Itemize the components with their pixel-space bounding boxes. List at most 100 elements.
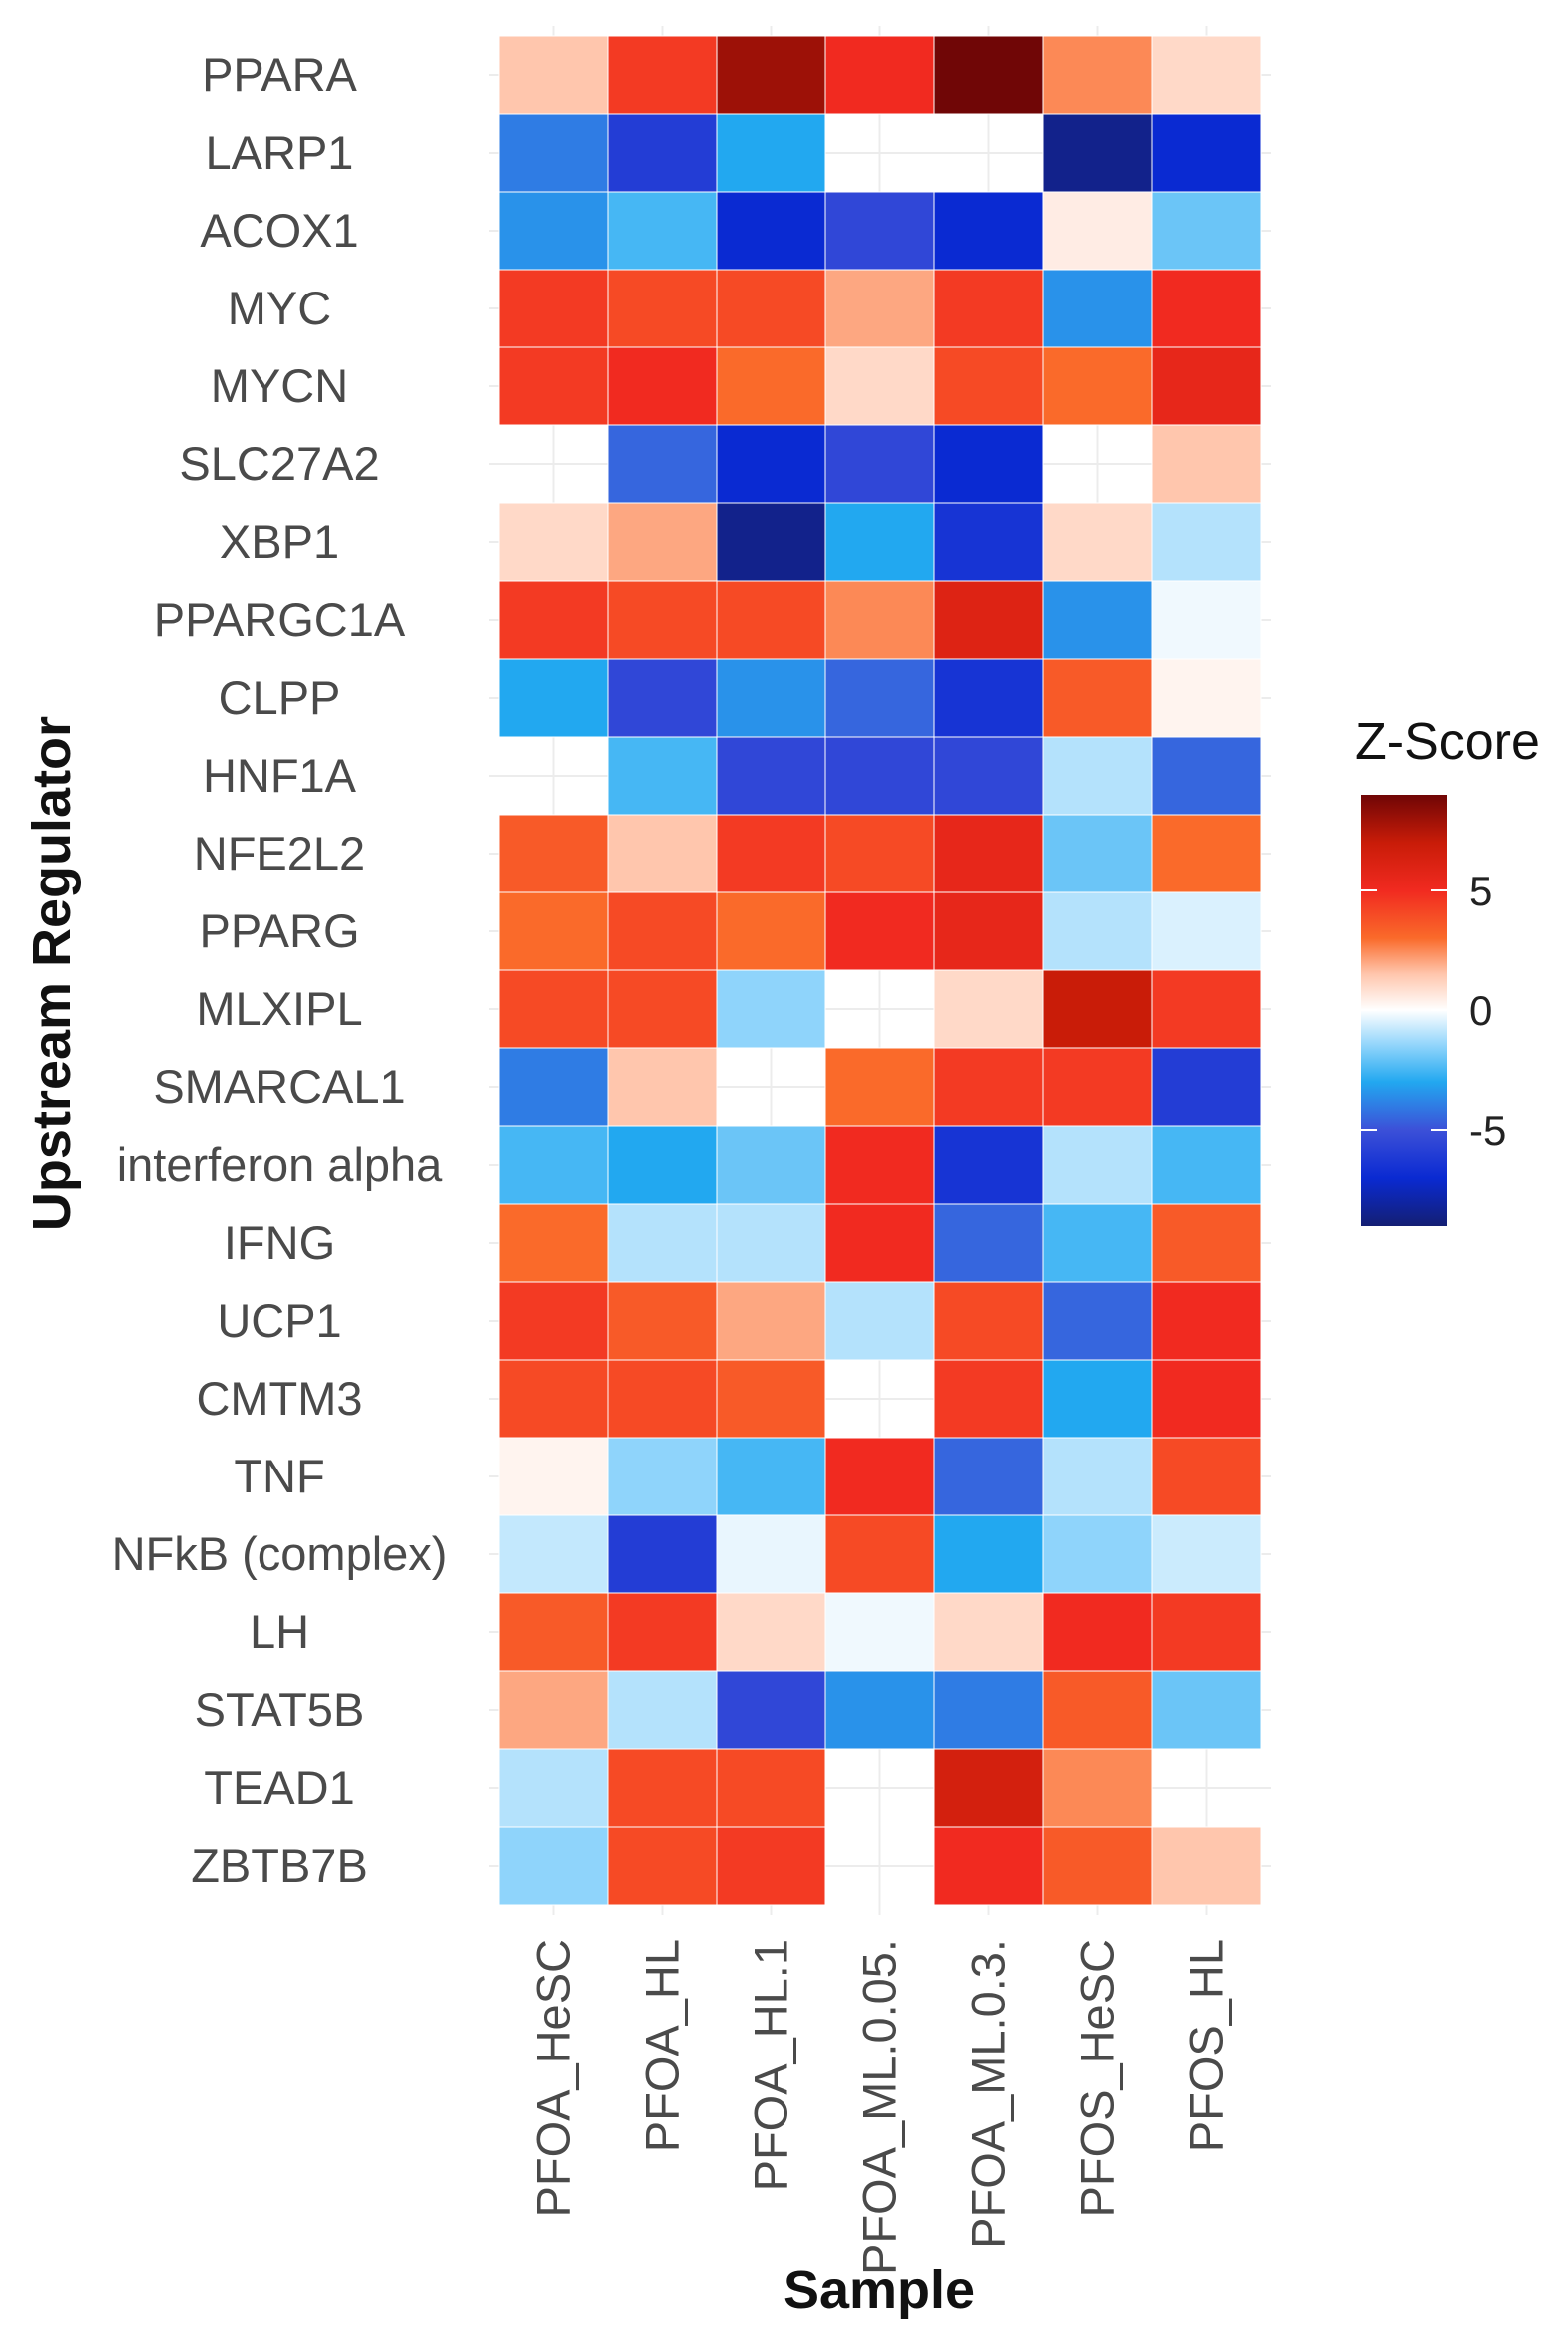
row-label: XBP1 — [220, 515, 339, 568]
heatmap-cell — [824, 814, 935, 893]
heatmap-cell — [824, 1047, 935, 1127]
legend-tick-label: 0 — [1469, 987, 1492, 1034]
heatmap-cell — [607, 580, 718, 660]
heatmap-cell — [1042, 1670, 1153, 1750]
column-label: PFOA_HeSC — [527, 1939, 580, 2217]
heatmap-cell — [1042, 346, 1153, 426]
heatmap-cell — [1151, 502, 1262, 582]
heatmap-cell — [933, 1203, 1044, 1283]
heatmap-cell — [607, 1514, 718, 1594]
heatmap-cell — [498, 1047, 609, 1127]
row-label: MYCN — [211, 359, 348, 412]
heatmap-cell — [824, 502, 935, 582]
row-label: IFNG — [224, 1216, 335, 1269]
heatmap-cell — [498, 1359, 609, 1439]
heatmap-cell — [933, 1748, 1044, 1828]
heatmap-cell — [1151, 1826, 1262, 1906]
heatmap-cell — [1042, 1203, 1153, 1283]
heatmap-cell — [933, 269, 1044, 348]
heatmap-cell — [607, 1826, 718, 1906]
heatmap-cell — [1042, 1826, 1153, 1906]
heatmap-cell — [824, 1203, 935, 1283]
heatmap-cell — [1151, 1125, 1262, 1205]
heatmap-cell — [716, 502, 826, 582]
heatmap-cell — [716, 1437, 826, 1516]
heatmap-cell — [933, 191, 1044, 271]
heatmap-cell — [824, 1670, 935, 1750]
heatmap-cell — [1042, 113, 1153, 193]
column-label: PFOA_ML.0.05. — [853, 1939, 906, 2275]
row-label: CMTM3 — [196, 1372, 362, 1425]
heatmap-cell — [933, 969, 1044, 1049]
heatmap-cell — [824, 736, 935, 816]
heatmap-cell — [607, 1203, 718, 1283]
y-axis-title: Upstream Regulator — [22, 716, 82, 1231]
heatmap-cell — [607, 1125, 718, 1205]
heatmap-cell — [498, 502, 609, 582]
heatmap-cell — [607, 814, 718, 893]
heatmap-cell — [1042, 580, 1153, 660]
row-label: SMARCAL1 — [153, 1060, 405, 1113]
legend: Z-Score 5 0 -5 — [1355, 713, 1540, 1226]
heatmap-cell — [824, 191, 935, 271]
heatmap-cell — [607, 969, 718, 1049]
heatmap-cell — [498, 1437, 609, 1516]
heatmap-cell — [1042, 191, 1153, 271]
heatmap-cell — [716, 969, 826, 1049]
heatmap-cell — [498, 35, 609, 115]
heatmap-cell — [1151, 1047, 1262, 1127]
heatmap-cell — [607, 1437, 718, 1516]
heatmap-cell — [1151, 1359, 1262, 1439]
heatmap-cell — [607, 269, 718, 348]
column-label: PFOA_ML.0.3. — [962, 1939, 1015, 2249]
legend-title: Z-Score — [1355, 713, 1540, 771]
heatmap-cell — [607, 658, 718, 738]
heatmap-cell — [1151, 1203, 1262, 1283]
heatmap-cell — [716, 35, 826, 115]
heatmap-cell — [933, 1670, 1044, 1750]
row-label: TEAD1 — [204, 1761, 355, 1814]
column-label: PFOA_HL.1 — [745, 1939, 797, 2191]
heatmap-cell — [716, 1826, 826, 1906]
row-label: LH — [250, 1605, 309, 1658]
row-label: NFkB (complex) — [112, 1527, 448, 1580]
heatmap-cell — [933, 891, 1044, 971]
heatmap-cell — [1151, 269, 1262, 348]
heatmap-cell — [1151, 580, 1262, 660]
heatmap-cell — [498, 1203, 609, 1283]
heatmap-cell — [1151, 969, 1262, 1049]
legend-tick-label: -5 — [1469, 1107, 1506, 1154]
heatmap-cell — [824, 35, 935, 115]
heatmap-cell — [607, 346, 718, 426]
column-label: PFOS_HL — [1180, 1939, 1233, 2152]
row-label: PPARG — [199, 904, 359, 957]
heatmap-cell — [1151, 736, 1262, 816]
row-label: STAT5B — [195, 1683, 365, 1736]
heatmap-cell — [933, 580, 1044, 660]
heatmap-cell — [498, 1748, 609, 1828]
heatmap-cell — [1042, 1592, 1153, 1672]
row-label: CLPP — [219, 671, 341, 724]
heatmap-cell — [1042, 814, 1153, 893]
heatmap-cell — [933, 1359, 1044, 1439]
heatmap-cell — [498, 1592, 609, 1672]
heatmap-cell — [1042, 736, 1153, 816]
heatmap-cell — [716, 191, 826, 271]
heatmap-cell — [607, 502, 718, 582]
heatmap-cell — [1042, 1281, 1153, 1361]
heatmap-cell — [824, 1125, 935, 1205]
heatmap-cell — [933, 1437, 1044, 1516]
heatmap-cell — [824, 424, 935, 504]
row-label: interferon alpha — [117, 1138, 443, 1191]
heatmap-cell — [716, 269, 826, 348]
heatmap-cell — [498, 191, 609, 271]
heatmap-cell — [1042, 502, 1153, 582]
heatmap-cell — [716, 1281, 826, 1361]
heatmap-cell — [933, 1047, 1044, 1127]
heatmap-cell — [607, 35, 718, 115]
heatmap-cell — [607, 1047, 718, 1127]
heatmap-cell — [716, 736, 826, 816]
heatmap-cell — [716, 113, 826, 193]
heatmap-cell — [716, 580, 826, 660]
